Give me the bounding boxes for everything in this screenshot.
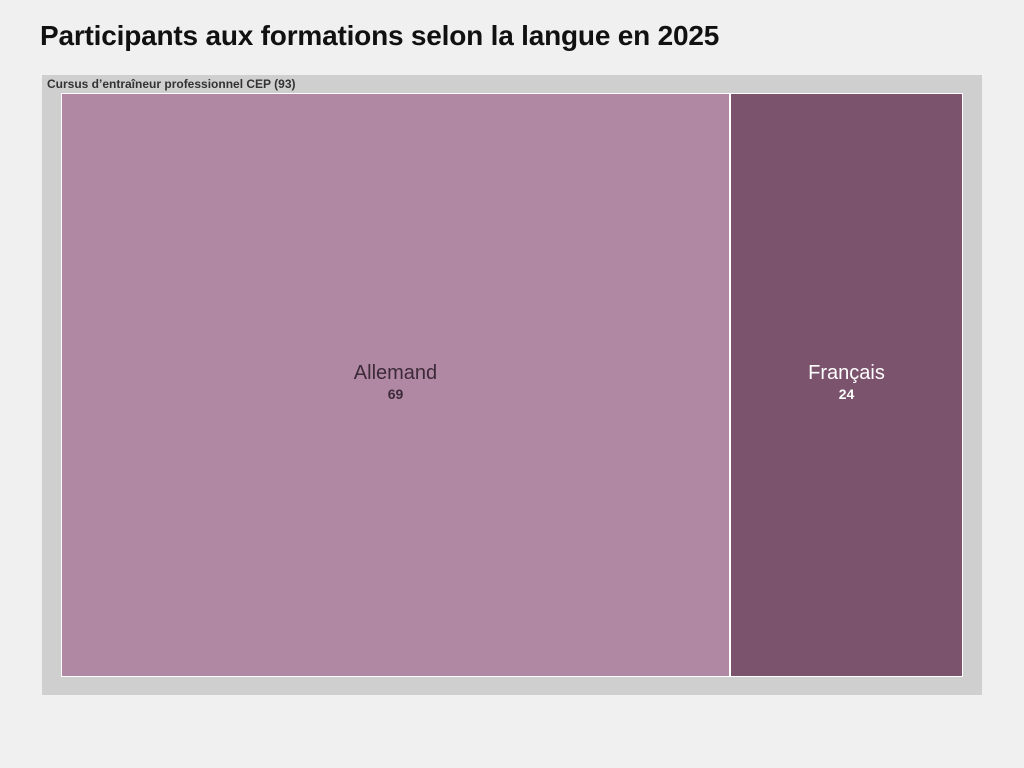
- tile-francais-name: Français: [808, 362, 885, 384]
- tile-allemand: Allemand 69: [61, 93, 730, 677]
- treemap-tiles: Allemand 69 Français 24: [61, 93, 963, 677]
- group-label: Cursus d’entraîneur professionnel CEP (9…: [47, 77, 296, 91]
- tile-allemand-name: Allemand: [353, 362, 438, 384]
- chart-title: Participants aux formations selon la lan…: [40, 20, 720, 51]
- tile-allemand-text: Allemand 69: [62, 361, 729, 403]
- tile-francais-value: 24: [838, 386, 855, 402]
- tile-allemand-value: 69: [387, 386, 404, 402]
- treemap-chart: Cursus d’entraîneur professionnel CEP (9…: [42, 75, 982, 695]
- tile-francais-text: Français 24: [731, 361, 962, 403]
- tile-francais: Français 24: [730, 93, 963, 677]
